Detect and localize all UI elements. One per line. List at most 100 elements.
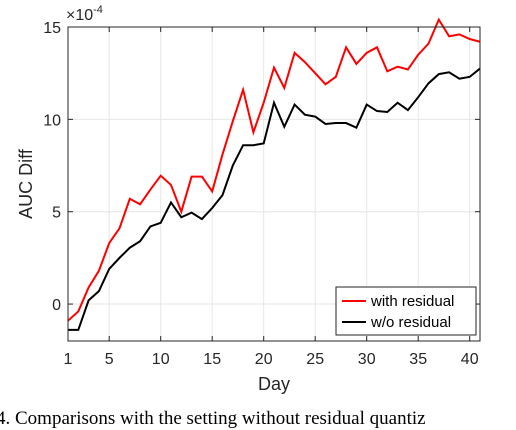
series-layer [67,17,481,331]
plot-frame [67,26,481,342]
data-point [314,72,316,74]
data-point [98,290,100,292]
data-point [242,144,244,146]
data-point [108,268,110,270]
data-point [366,52,368,54]
data-point [304,61,306,63]
x-tick-label: 10 [152,351,170,368]
data-point [149,189,151,191]
y-tick-label: 15 [43,20,61,37]
data-point [160,175,162,177]
data-point [458,78,460,80]
data-point [160,222,162,224]
data-point [438,73,440,75]
data-point [88,299,90,301]
data-point [335,122,337,124]
data-point [191,212,193,214]
legend: with residual w/o residual [335,286,477,336]
data-point [417,54,419,56]
data-point [139,240,141,242]
data-point [263,142,265,144]
x-tick-label: 30 [358,351,376,368]
data-point [366,104,368,106]
data-point [129,198,131,200]
x-axis-label: Day [258,374,290,394]
legend-box [335,286,477,336]
data-point [108,242,110,244]
data-point [448,35,450,37]
x-tick-label: 5 [105,351,114,368]
y-tick-label: 5 [52,205,61,222]
data-point [273,102,275,104]
data-point [242,89,244,91]
data-point [397,102,399,104]
data-point [325,123,327,125]
x-tick-label: 20 [255,351,273,368]
data-point [386,70,388,72]
y-tick-label: 0 [52,297,61,314]
data-point [119,257,121,259]
data-point [222,153,224,155]
data-point [201,176,203,178]
series-with-residual [67,17,481,322]
data-point [273,67,275,69]
x-tick-label: 25 [306,351,324,368]
x-tick-label: 15 [203,351,221,368]
data-point [386,111,388,113]
legend-label-wo-residual: w/o residual [370,314,451,331]
data-point [149,225,151,227]
data-point [139,203,141,205]
data-point [314,116,316,118]
data-point [77,310,79,312]
data-point [376,46,378,48]
data-point [77,329,79,331]
data-point [252,144,254,146]
data-point [345,122,347,124]
x-tick-label: 40 [461,351,479,368]
series-wo-residual [68,67,481,331]
series-line [67,17,481,322]
data-point [191,176,193,178]
data-point [283,87,285,89]
data-point [355,63,357,65]
data-point [325,83,327,85]
data-point [283,126,285,128]
data-point [428,43,430,45]
data-point [263,102,265,104]
figure-caption: 4. Comparisons with the setting without … [0,398,516,430]
data-point [469,38,471,40]
x-tick-label: 1 [64,351,73,368]
data-point [294,104,296,106]
data-point [88,286,90,288]
data-point [129,247,131,249]
data-point [407,109,409,111]
data-point [458,33,460,35]
data-point [294,52,296,54]
data-point [469,76,471,78]
data-point [345,46,347,48]
legend-label-with-residual: with residual [370,293,454,310]
data-point [180,211,182,213]
y-axis-exponent-label: ×10-4 [66,4,103,24]
data-point [211,190,213,192]
data-point [211,207,213,209]
caption-text: 4. Comparisons with the setting without … [0,408,426,429]
data-point [448,71,450,73]
data-point [170,201,172,203]
data-point [252,131,254,133]
data-point [119,227,121,229]
data-point [98,270,100,272]
data-point [222,194,224,196]
data-point [304,114,306,116]
data-point [232,165,234,167]
data-point [201,218,203,220]
data-point [376,110,378,112]
data-point [438,19,440,21]
data-point [397,66,399,68]
data-point [180,216,182,218]
data-point [232,120,234,122]
series-line [68,67,481,331]
grid [68,27,480,341]
